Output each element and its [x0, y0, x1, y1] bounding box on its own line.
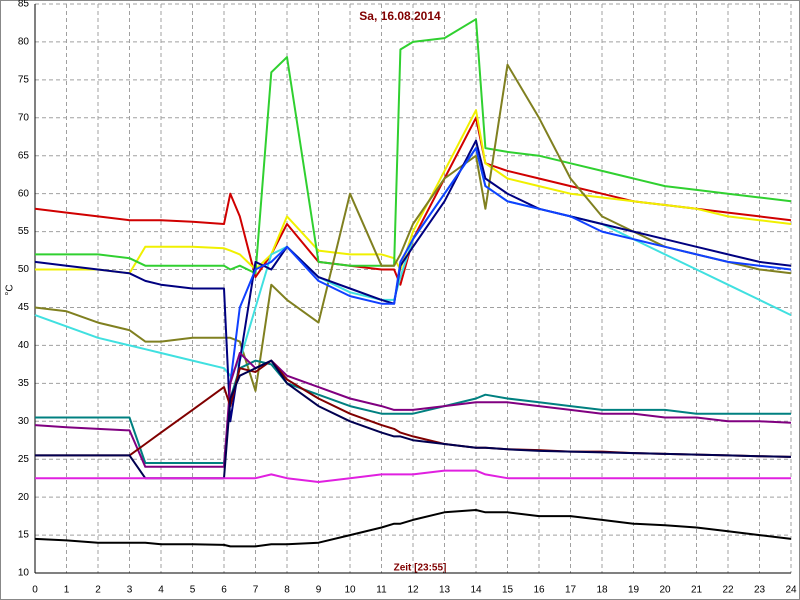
x-tick-label: 16 [533, 585, 545, 596]
x-tick-label: 19 [628, 585, 640, 596]
y-tick-label: 75 [18, 75, 30, 86]
x-tick-label: 1 [64, 585, 70, 596]
x-tick-label: 10 [344, 585, 356, 596]
x-tick-label: 0 [32, 585, 38, 596]
y-tick-label: 65 [18, 150, 30, 161]
y-axis-label: °C [5, 284, 16, 295]
x-axis-label: Zeit [23:55] [394, 563, 447, 574]
y-tick-label: 50 [18, 264, 30, 275]
y-tick-label: 20 [18, 492, 30, 503]
series-line [35, 469, 791, 483]
series-line [34, 509, 792, 548]
x-tick-label: 14 [470, 585, 482, 596]
chart-title: Sa, 16.08.2014 [359, 9, 441, 23]
series-line [34, 147, 792, 377]
series-line [35, 359, 791, 464]
y-tick-label: 15 [18, 530, 30, 541]
y-tick-label: 55 [18, 226, 30, 237]
series-line [35, 109, 792, 275]
y-tick-label: 60 [18, 188, 30, 199]
y-tick-label: 80 [18, 37, 30, 48]
x-tick-label: 9 [316, 585, 322, 596]
x-tick-label: 11 [376, 585, 387, 596]
x-tick-label: 17 [565, 585, 577, 596]
x-tick-label: 7 [253, 585, 259, 596]
y-tick-label: 30 [18, 416, 30, 427]
y-tick-label: 70 [18, 112, 30, 123]
x-tick-label: 5 [190, 585, 196, 596]
series-line [34, 63, 792, 392]
x-tick-label: 3 [127, 585, 133, 596]
x-tick-label: 4 [158, 585, 164, 596]
x-tick-label: 23 [754, 585, 766, 596]
x-tick-label: 21 [691, 585, 703, 596]
y-tick-label: 10 [18, 568, 30, 579]
series-line [34, 139, 792, 423]
x-tick-label: 22 [722, 585, 734, 596]
x-tick-label: 6 [221, 585, 227, 596]
y-tick-label: 40 [18, 340, 30, 351]
y-tick-label: 25 [18, 454, 30, 465]
y-tick-label: 45 [18, 302, 30, 313]
series-line [34, 352, 792, 468]
x-tick-label: 15 [502, 585, 514, 596]
y-tick-label: 35 [18, 378, 30, 389]
x-tick-label: 2 [95, 585, 101, 596]
x-tick-label: 8 [284, 585, 290, 596]
y-tick-label: 85 [18, 0, 30, 10]
x-tick-label: 20 [659, 585, 671, 596]
x-tick-label: 18 [596, 585, 608, 596]
series-line [229, 147, 792, 384]
x-tick-label: 24 [785, 585, 797, 596]
x-tick-label: 13 [439, 585, 451, 596]
x-tick-label: 12 [407, 585, 419, 596]
